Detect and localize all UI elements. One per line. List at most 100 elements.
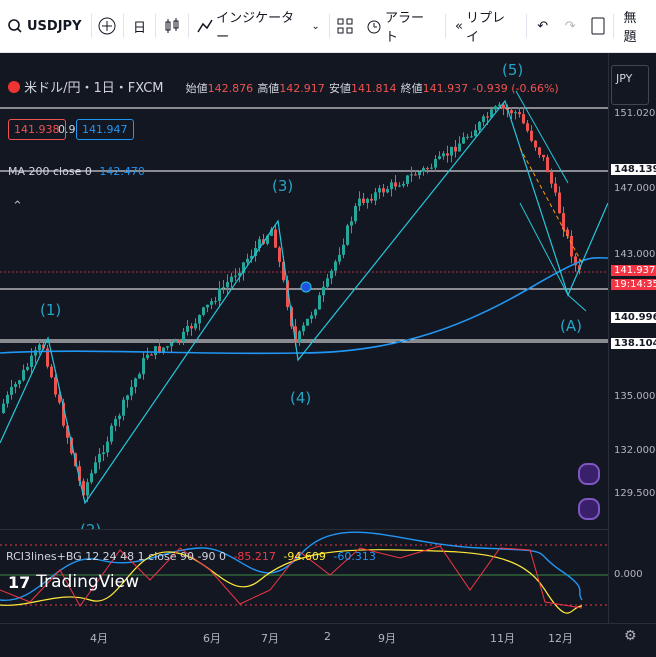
event-flag-icon[interactable]	[578, 463, 600, 485]
time-label: 12月	[548, 632, 573, 645]
candle-body	[174, 340, 177, 343]
time-axis[interactable]: 4月 6月 7月 2 9月 11月 12月 ⚙	[0, 623, 656, 657]
indicators-button[interactable]: インジケーター ⌄	[190, 0, 326, 52]
rci-short-line	[0, 545, 583, 609]
candle-body	[282, 261, 285, 281]
time-label: 2	[324, 630, 331, 643]
price-label: 135.000	[614, 391, 656, 402]
candle-body	[346, 225, 349, 245]
candle-body	[166, 346, 169, 348]
undo-button[interactable]: ↶	[529, 12, 557, 40]
layout-button[interactable]	[332, 12, 360, 40]
price-label: 129.500	[614, 488, 656, 499]
candle-body	[246, 258, 249, 263]
fullscreen-button[interactable]	[584, 12, 612, 40]
price-axis[interactable]: JPY 151.020 148.139 147.000 143.000 141.…	[578, 53, 656, 623]
plus-circle-icon	[98, 17, 116, 35]
candle-body	[514, 112, 517, 114]
candle-body	[450, 146, 453, 156]
layout-name-button[interactable]: 無題	[616, 0, 656, 52]
candle-body	[182, 331, 185, 342]
candle-body	[102, 452, 105, 455]
indicator-pane[interactable]: RCI3lines+BG 12 24 48 1 close 90 -90 0 -…	[0, 529, 608, 624]
time-label: 7月	[261, 632, 279, 645]
candle-body	[286, 280, 289, 308]
time-label: 4月	[90, 632, 108, 645]
candle-body	[526, 123, 529, 131]
candle-body	[50, 366, 53, 378]
candle-body	[30, 355, 33, 367]
candle-body	[198, 314, 201, 324]
candle-body	[330, 270, 333, 279]
compare-button[interactable]	[93, 12, 121, 40]
buy-price-box[interactable]: 141.947	[76, 119, 134, 140]
candle-body	[386, 189, 389, 193]
candle-body	[334, 261, 337, 271]
alert-label: アラート	[384, 11, 424, 45]
time-label: 9月	[378, 632, 396, 645]
event-flag-icon[interactable]	[578, 498, 600, 520]
candle-body	[370, 198, 373, 201]
candle-body	[214, 301, 217, 303]
candle-body	[342, 244, 345, 255]
replay-button[interactable]: « リプレイ	[448, 0, 524, 52]
replay-label: リプレイ	[466, 11, 506, 45]
indicator-value-1: -85.217	[233, 550, 276, 563]
candle-body	[18, 380, 21, 385]
candle-body	[78, 466, 81, 481]
currency-label[interactable]: JPY	[611, 65, 649, 105]
price-label: 0.000	[614, 569, 643, 580]
candle-body	[234, 275, 237, 277]
candle-body	[62, 402, 65, 426]
top-toolbar: USDJPY 日 インジケーター ⌄ アラート « リプレイ ↶ ↷ 無題	[0, 0, 656, 53]
chart-type-button[interactable]	[158, 12, 186, 40]
price-tag: 138.104	[611, 338, 656, 349]
candle-body	[206, 304, 209, 308]
candle-body	[138, 374, 141, 379]
grid-icon	[337, 18, 353, 34]
alarm-clock-icon	[367, 20, 381, 34]
candle-body	[294, 326, 297, 343]
collapse-legend-icon[interactable]: ⌃	[12, 199, 23, 214]
candle-body	[298, 331, 301, 343]
candle-body	[418, 171, 421, 176]
candle-body	[98, 454, 101, 463]
price-chart[interactable]: (1) (2) (3) (4) (5) (A)	[0, 53, 609, 539]
candle-body	[158, 346, 161, 353]
candle-body	[478, 121, 481, 130]
redo-button[interactable]: ↷	[556, 12, 584, 40]
tradingview-logo[interactable]: 17 TradingView	[8, 572, 139, 592]
wave-label: (4)	[290, 389, 311, 407]
candle-body	[406, 175, 409, 184]
indicator-value-2: -94.609	[283, 550, 326, 563]
sell-price-box[interactable]: 141.938	[8, 119, 66, 140]
candle-body	[438, 156, 441, 160]
wave-point	[300, 281, 312, 293]
candle-body	[422, 168, 425, 172]
candles-icon	[165, 18, 179, 33]
candle-body	[398, 185, 401, 187]
candle-body	[10, 387, 13, 395]
candle-body	[366, 198, 369, 203]
candle-body	[554, 183, 557, 193]
rci-mid-line	[0, 549, 583, 614]
candle-body	[570, 235, 573, 257]
legend-open-label: 始値	[185, 82, 208, 95]
candle-body	[374, 192, 377, 201]
interval-button[interactable]: 日	[126, 0, 153, 52]
candle-body	[230, 276, 233, 283]
settings-icon[interactable]: ⚙	[624, 628, 637, 644]
candle-body	[542, 154, 545, 158]
symbol-search-button[interactable]: USDJPY	[0, 0, 89, 52]
chart-legend: 米ドル/円・1日・FXCM 始値142.876 高値142.917 安値141.…	[8, 77, 559, 96]
alert-button[interactable]: アラート	[359, 0, 443, 52]
candle-body	[278, 247, 281, 262]
candle-body	[266, 235, 269, 244]
candle-body	[46, 348, 49, 367]
main-chart-pane[interactable]: (1) (2) (3) (4) (5) (A) 米ドル/円・1日・FXCM 始値142.8…	[0, 53, 609, 539]
wave-label: (3)	[272, 177, 293, 195]
candle-body	[306, 318, 309, 326]
candle-body	[202, 307, 205, 315]
candle-body	[126, 395, 129, 400]
divider	[187, 14, 189, 38]
